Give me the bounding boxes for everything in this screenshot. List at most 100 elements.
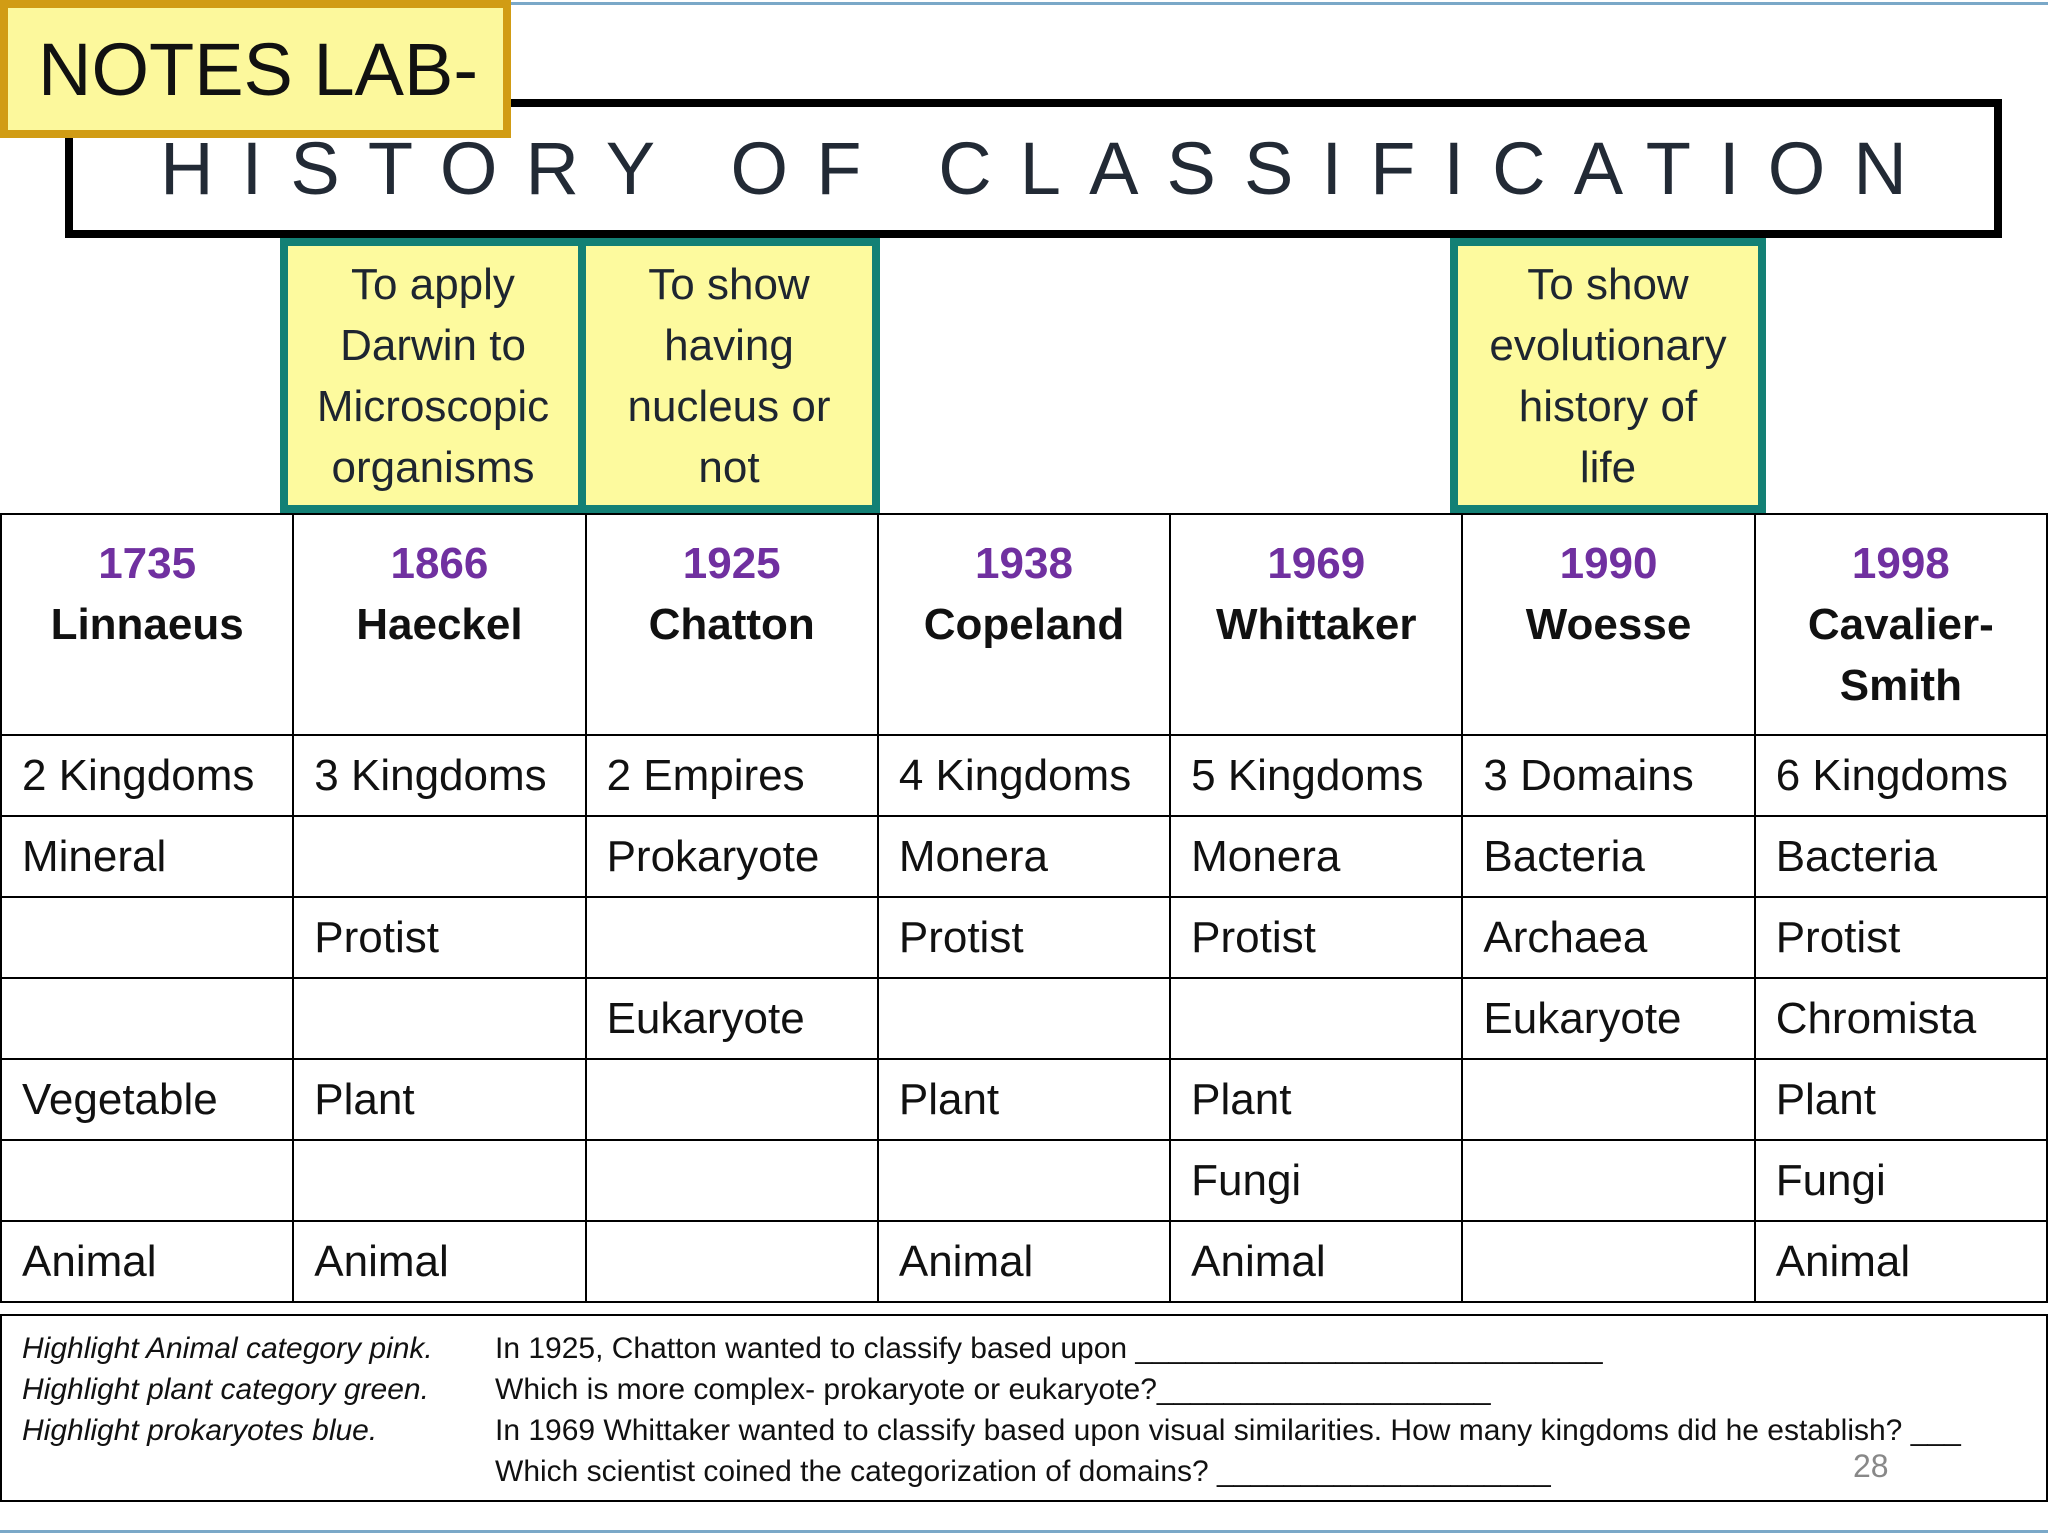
- cell: Bacteria: [1753, 815, 2048, 898]
- question: In 1925, Chatton wanted to classify base…: [495, 1332, 1603, 1365]
- question: Which is more complex- prokaryote or euk…: [495, 1373, 1491, 1406]
- questions: In 1925, Chatton wanted to classify base…: [495, 1328, 1961, 1492]
- empty-cell: [1461, 1220, 1756, 1303]
- table-row: Protist Protist Protist Archaea Protist: [0, 896, 2048, 979]
- table-row: Fungi Fungi: [0, 1139, 2048, 1222]
- cell: 3 Domains: [1461, 734, 1756, 817]
- title: HISTORY OF CLASSIFICATION: [160, 127, 1935, 210]
- bottom-rule: [0, 1530, 2048, 1533]
- header-cell: 1866 Haeckel: [292, 513, 587, 736]
- cell: Eukaryote: [584, 977, 879, 1060]
- year: 1938: [975, 539, 1073, 588]
- purpose-box: To show evolutionary history of life: [1450, 238, 1766, 513]
- empty-cell: [1461, 1058, 1756, 1141]
- label: NOTES LAB-: [38, 27, 478, 111]
- question: Which scientist coined the categorizatio…: [495, 1455, 1551, 1488]
- empty-cell: [0, 977, 295, 1060]
- question: In 1969 Whittaker wanted to classify bas…: [495, 1414, 1961, 1447]
- cell: Plant: [1169, 1058, 1464, 1141]
- cell: 5 Kingdoms: [1169, 734, 1464, 817]
- table-row: Animal Animal Animal Animal Animal: [0, 1220, 2048, 1303]
- cell: Archaea: [1461, 896, 1756, 979]
- cell: Fungi: [1169, 1139, 1464, 1222]
- header-cell: 1969 Whittaker: [1169, 513, 1464, 736]
- purpose-line: life: [1579, 442, 1637, 492]
- purpose-line: history of: [1518, 381, 1698, 431]
- cell: Protist: [876, 896, 1172, 979]
- table-row: Mineral Prokaryote Monera Monera Bacteria Bac…: [0, 815, 2048, 898]
- cell: Chromista: [1753, 977, 2048, 1060]
- scientist: Chatton: [648, 600, 815, 649]
- header-cell: 1990 Woesse: [1461, 513, 1756, 736]
- empty-cell: [1461, 1139, 1756, 1222]
- instructions: Highlight Animal category pink. Highlight…: [22, 1328, 433, 1451]
- purpose-line: nucleus or: [627, 381, 831, 431]
- label-box: NOTES LAB-: [0, 0, 511, 138]
- cell: Protist: [1169, 896, 1464, 979]
- cell: Animal: [1753, 1220, 2048, 1303]
- cell: Monera: [876, 815, 1172, 898]
- cell: Animal: [1169, 1220, 1464, 1303]
- cell: Plant: [292, 1058, 587, 1141]
- purpose-line: evolutionary: [1489, 320, 1727, 370]
- cell: Bacteria: [1461, 815, 1756, 898]
- scientist: Haeckel: [356, 600, 523, 649]
- empty-cell: [584, 1220, 879, 1303]
- empty-cell: [0, 1139, 295, 1222]
- instruction: Highlight prokaryotes blue.: [22, 1414, 378, 1447]
- cell: Protist: [1753, 896, 2048, 979]
- header-cell: 1925 Chatton: [584, 513, 879, 736]
- empty-cell: [876, 977, 1172, 1060]
- empty-cell: [876, 1139, 1172, 1222]
- empty-cell: [584, 1139, 879, 1222]
- table-row: 2 Kingdoms 3 Kingdoms 2 Empires 4 Kingdoms 5…: [0, 734, 2048, 817]
- header-row: 1735 Linnaeus 1866 Haeckel 1925 Chatton 1938 Co…: [0, 513, 2048, 736]
- purpose-box: To apply Darwin to Microscopic organisms: [280, 238, 586, 513]
- empty-cell: [292, 1139, 587, 1222]
- year: 1969: [1267, 539, 1366, 588]
- purpose-line: not: [698, 442, 760, 492]
- year: 1998: [1851, 539, 1950, 588]
- purpose-line: organisms: [331, 442, 535, 492]
- purpose-line: having: [664, 320, 794, 370]
- empty-cell: [584, 896, 879, 979]
- scientist: Linnaeus: [50, 600, 244, 649]
- scientist: Woesse: [1525, 600, 1692, 649]
- cell: Animal: [0, 1220, 295, 1303]
- title-box: HISTORY OF CLASSIFICATION: [65, 99, 2002, 238]
- empty-cell: [1169, 977, 1464, 1060]
- top-rule: [0, 2, 2048, 5]
- cell: 2 Kingdoms: [0, 734, 295, 817]
- purpose-line: Microscopic: [316, 381, 550, 431]
- year: 1990: [1559, 539, 1658, 588]
- purpose-line: To show: [648, 259, 810, 309]
- scientist: Whittaker: [1216, 600, 1417, 649]
- cell: Prokaryote: [584, 815, 879, 898]
- header-cell: 1998 Cavalier-Smith: [1753, 513, 2048, 736]
- table-row: Eukaryote Eukaryote Chromista: [0, 977, 2048, 1060]
- cell: 3 Kingdoms: [292, 734, 587, 817]
- cell: Animal: [876, 1220, 1172, 1303]
- cell: Fungi: [1753, 1139, 2048, 1222]
- empty-cell: [292, 815, 587, 898]
- cell: Eukaryote: [1461, 977, 1756, 1060]
- cell: Protist: [292, 896, 587, 979]
- year: 1866: [390, 539, 489, 588]
- notes-box: Highlight Animal category pink. Highlight…: [0, 1314, 2048, 1502]
- cell: Animal: [292, 1220, 587, 1303]
- year: 1925: [682, 539, 781, 588]
- year: 1735: [98, 539, 197, 588]
- cell: 2 Empires: [584, 734, 879, 817]
- table-row: Vegetable Plant Plant Plant Plant: [0, 1058, 2048, 1141]
- scientist: Cavalier-Smith: [1807, 600, 1994, 710]
- purpose-line: To show: [1527, 259, 1689, 309]
- cell: Plant: [876, 1058, 1172, 1141]
- cell: Mineral: [0, 815, 295, 898]
- classification-table: 1735 Linnaeus 1866 Haeckel 1925 Chatton 1938 Co…: [0, 513, 2048, 1303]
- purpose-line: To apply: [351, 259, 515, 309]
- cell: 4 Kingdoms: [876, 734, 1172, 817]
- cell: 6 Kingdoms: [1753, 734, 2048, 817]
- empty-cell: [584, 1058, 879, 1141]
- cell: Vegetable: [0, 1058, 295, 1141]
